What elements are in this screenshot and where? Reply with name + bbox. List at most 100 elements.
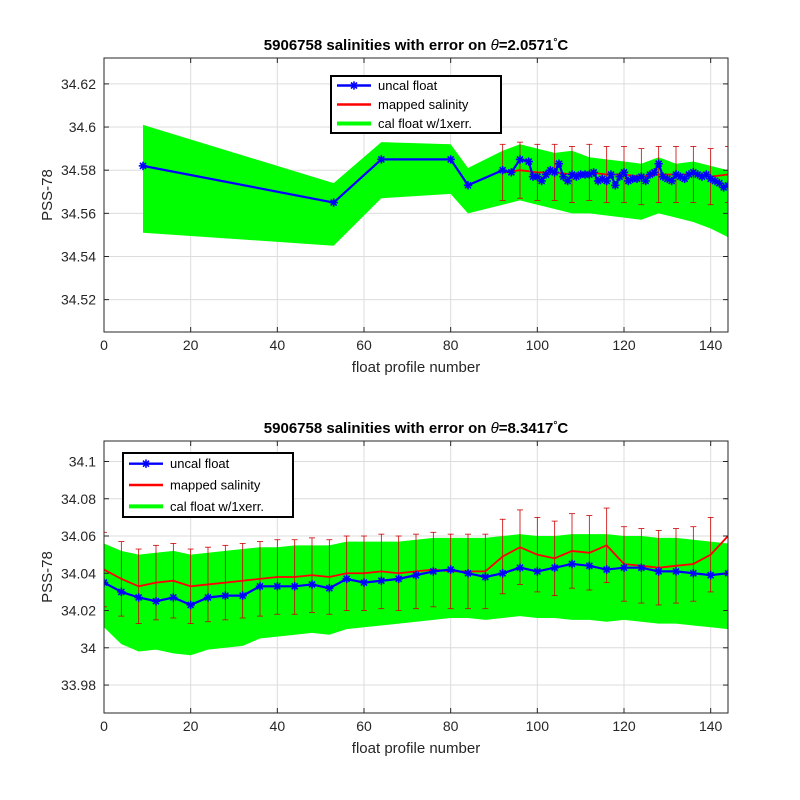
chart2-marker-stroke — [308, 580, 316, 589]
chart1-title-unit: C — [557, 37, 568, 54]
chart1-marker-stroke — [350, 81, 358, 90]
chart2-title-prefix: 5906758 salinities with error on — [264, 420, 491, 437]
chart1-marker-stroke — [724, 181, 728, 187]
chart2-marker-stroke — [221, 592, 229, 600]
chart2-title-theta: θ — [491, 420, 499, 437]
chart2-uncal-float-point — [255, 582, 265, 591]
chart1-uncal-float-point — [602, 176, 611, 186]
chart1-y-tick-label: 34.52 — [61, 292, 96, 308]
chart2-uncal-float-point — [637, 563, 646, 572]
chart2-marker-stroke — [395, 575, 403, 583]
chart2-y-tick-label: 34.06 — [61, 528, 96, 544]
chart1-marker-stroke — [642, 177, 650, 185]
chart1-title-prefix: 5906758 salinities with error on — [264, 37, 491, 54]
chart1-marker-stroke — [538, 177, 546, 185]
chart2-uncal-float-point — [429, 567, 438, 576]
chart2-marker-stroke — [152, 597, 160, 605]
chart2-uncal-float-point — [186, 600, 195, 610]
chart1-x-tick-label: 0 — [100, 337, 108, 353]
chart2-uncal-float-point — [515, 563, 525, 572]
chart1-marker-stroke — [447, 155, 455, 163]
chart1-marker-stroke — [499, 166, 507, 174]
chart2-uncal-float-point — [585, 561, 594, 571]
chart2-marker-stroke — [135, 593, 143, 602]
chart1-marker-stroke — [672, 170, 680, 179]
chart2-uncal-float-point — [394, 574, 403, 584]
chart1-x-tick-label: 140 — [699, 337, 723, 353]
chart1-marker-stroke — [564, 177, 572, 185]
chart1-marker-stroke — [715, 179, 723, 187]
chart1-marker-stroke — [620, 168, 628, 176]
chart1-uncal-float-point — [702, 170, 711, 179]
chart2-marker-stroke — [142, 460, 150, 468]
chart1-x-tick-label: 60 — [356, 337, 372, 353]
chart2-marker-stroke — [672, 567, 680, 575]
chart2-x-tick-label: 100 — [526, 718, 550, 734]
chart2-y-tick-label: 33.98 — [61, 677, 96, 693]
chart1-marker-stroke — [590, 168, 598, 176]
chart1-y-tick-label: 34.54 — [61, 248, 96, 264]
chart2-marker-stroke — [169, 593, 177, 602]
chart1-uncal-float-point — [377, 155, 386, 164]
chart1-uncal-float-point — [563, 176, 572, 186]
chart2-marker-stroke — [568, 560, 576, 568]
chart2-panel: 0 20 40 60 80 100 120 140 33.98 34 34.02 34.04 34.06… — [39, 420, 729, 757]
chart1-marker-stroke — [464, 181, 472, 189]
chart2-y-tick-label: 34.1 — [69, 453, 96, 469]
chart1-marker-stroke — [637, 173, 645, 181]
chart1-y-tick-label: 34.56 — [61, 205, 96, 221]
chart1-legend: uncal float mapped salinity cal float w/1x… — [330, 75, 502, 134]
chart1-uncal-float-point — [138, 161, 148, 171]
chart1-uncal-float-point — [667, 176, 676, 186]
chart1-marker-stroke — [659, 173, 667, 181]
chart2-title-degree: ° — [553, 420, 557, 431]
chart1-marker-stroke — [559, 173, 567, 181]
chart2-x-tick-label: 140 — [699, 718, 723, 734]
chart1-marker-stroke — [507, 168, 515, 176]
chart1-marker-stroke — [377, 155, 385, 163]
chart1-axes-box — [103, 57, 729, 333]
chart2-legend-label: mapped salinity — [170, 478, 261, 493]
chart2-marker-stroke — [655, 567, 663, 575]
chart2-marker-stroke — [637, 564, 645, 572]
chart1-title: 5906758 salinities with error on θ=2.057… — [264, 37, 569, 55]
chart2-marker-stroke — [429, 567, 437, 575]
chart2-marker-stroke — [620, 564, 628, 572]
chart1-uncal-float-point — [524, 157, 533, 166]
chart1-y-axis-label: PSS-78 — [39, 169, 56, 221]
chart2-x-tick-label: 20 — [183, 718, 199, 734]
chart1-uncal-float-point — [507, 168, 516, 177]
chart1-uncal-float-point — [589, 168, 598, 177]
chart1-uncal-float-point — [537, 176, 546, 186]
chart2-uncal-float-point — [221, 591, 230, 600]
chart1-marker-stroke — [655, 160, 663, 168]
chart2-legend: uncal float mapped salinity cal float w/1x… — [122, 452, 294, 518]
chart2-uncal-float-point — [706, 570, 715, 580]
chart1-uncal-float-point — [650, 168, 659, 177]
chart2-y-tick-label: 34 — [80, 640, 96, 656]
chart2-uncal-float-point — [602, 565, 611, 574]
chart2-marker-stroke — [516, 564, 524, 572]
chart1-marker-stroke — [603, 177, 611, 185]
chart1-marker-stroke — [607, 170, 615, 179]
chart1-marker-stroke — [724, 184, 728, 189]
chart1-data-layer — [138, 124, 728, 246]
chart1-x-tick-label: 80 — [443, 337, 459, 353]
chart2-x-tick-label: 120 — [612, 718, 636, 734]
chart2-marker-stroke — [239, 592, 247, 600]
chart2-marker-stroke — [447, 565, 455, 574]
chart1-marker-stroke — [611, 181, 619, 189]
chart2-x-tick-label: 40 — [270, 718, 286, 734]
chart2-marker-stroke — [724, 569, 728, 575]
chart1-marker-stroke — [330, 198, 338, 207]
chart1-marker-stroke — [663, 175, 671, 183]
chart2-marker-stroke — [343, 575, 351, 583]
chart2-uncal-float-point — [203, 593, 213, 602]
chart1-cal-float-band — [143, 124, 728, 246]
chart2-title-unit: C — [557, 420, 568, 437]
chart1-marker-stroke — [598, 175, 606, 183]
chart1-uncal-float-point — [329, 198, 338, 207]
chart2-legend-label: uncal float — [170, 456, 230, 471]
chart2-marker-stroke — [499, 569, 507, 577]
chart2-uncal-float-point — [342, 574, 351, 584]
